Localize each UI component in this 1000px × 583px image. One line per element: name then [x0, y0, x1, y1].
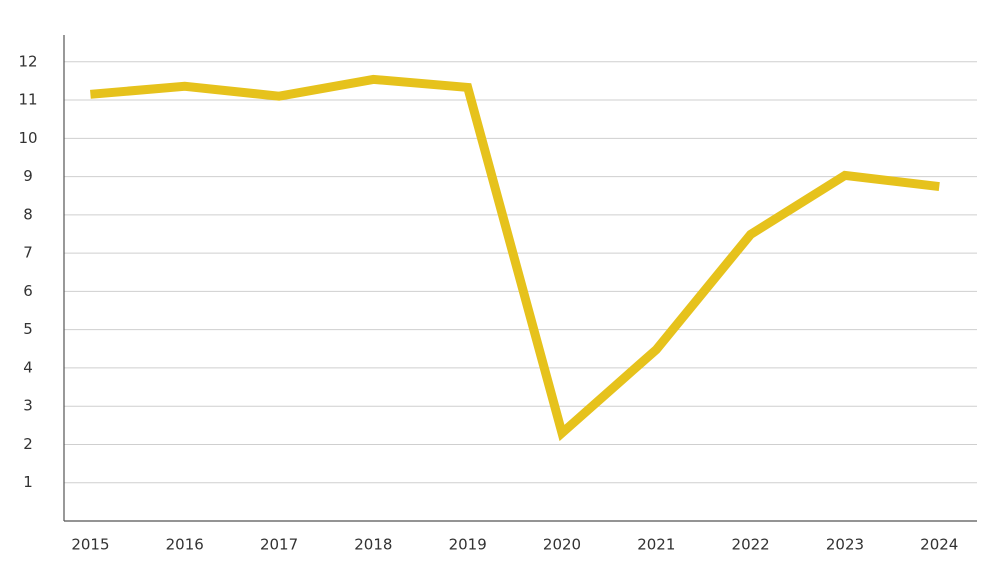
x-tick-label: 2017 — [260, 536, 298, 554]
y-tick-label: 2 — [23, 435, 33, 453]
y-tick-label: 1 — [23, 473, 33, 491]
y-tick-label: 3 — [23, 397, 33, 415]
data-line — [90, 74, 940, 442]
x-tick-label: 2023 — [826, 536, 864, 554]
y-tick-label: 7 — [23, 244, 33, 262]
x-tick-label: 2024 — [920, 536, 958, 554]
x-tick-label: 2022 — [732, 536, 770, 554]
x-tick-label: 2020 — [543, 536, 581, 554]
x-tick-label: 2021 — [637, 536, 675, 554]
y-tick-label: 12 — [18, 52, 37, 70]
y-tick-label: 9 — [23, 167, 33, 185]
x-tick-label: 2015 — [71, 536, 109, 554]
y-tick-label: 4 — [23, 358, 33, 376]
x-tick-label: 2016 — [166, 536, 204, 554]
x-tick-label: 2018 — [354, 536, 392, 554]
y-tick-label: 6 — [23, 282, 33, 300]
y-tick-label: 10 — [18, 129, 37, 147]
x-tick-label: 2019 — [449, 536, 487, 554]
y-tick-label: 5 — [23, 320, 33, 338]
y-tick-label: 11 — [18, 91, 37, 109]
y-tick-label: 8 — [23, 205, 33, 223]
